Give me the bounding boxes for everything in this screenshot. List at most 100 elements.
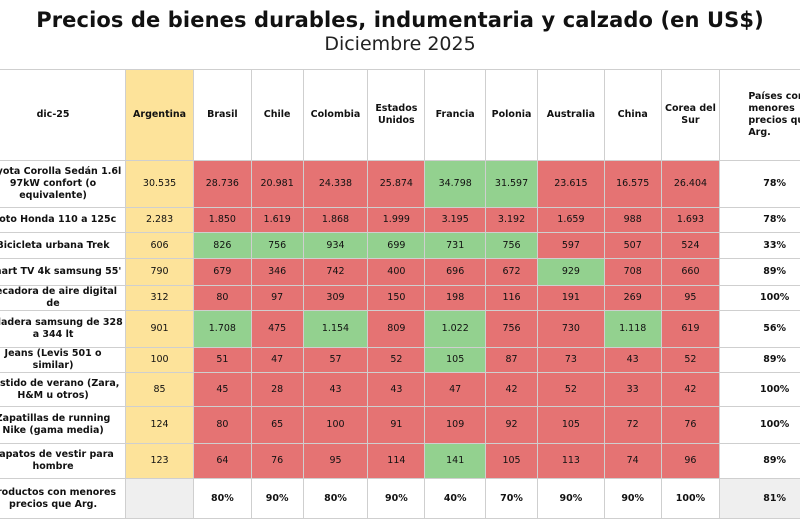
- price-cell: 1.999: [367, 207, 426, 233]
- footer-row: Productos con menores precios que Arg. 8…: [0, 478, 800, 519]
- price-cell: 80: [192, 285, 252, 311]
- table-row: Bicicleta urbana Trek 606 826 756 934 699 731 7…: [0, 232, 800, 259]
- footer-total: 81%: [719, 478, 800, 519]
- price-cell: 92: [485, 406, 538, 444]
- row-label: Zapatillas de running Nike (gama media): [0, 406, 127, 444]
- argentina-price-cell: 312: [125, 285, 194, 311]
- price-cell: 116: [485, 285, 538, 311]
- price-cell: 346: [250, 258, 304, 286]
- price-cell: 74: [603, 443, 662, 479]
- price-cell: 31.597: [485, 160, 538, 208]
- price-cell: 699: [367, 232, 426, 259]
- price-cell: 51: [192, 347, 252, 373]
- row-label: Jeans (Levis 501 o similar): [0, 347, 127, 373]
- footer-pct: 70%: [485, 478, 538, 519]
- price-cell: 3.192: [485, 207, 538, 233]
- footer-pct: 40%: [424, 478, 487, 519]
- price-cell: 400: [367, 258, 426, 286]
- price-cell: 33: [603, 372, 662, 407]
- header-country: Australia: [536, 69, 605, 161]
- price-cell: 929: [536, 258, 605, 286]
- price-cell: 20.981: [250, 160, 304, 208]
- price-table: dic-25 Argentina Brasil Chile Colombia E…: [0, 69, 800, 519]
- page-title: Precios de bienes durables, indumentaria…: [36, 8, 764, 32]
- price-cell: 150: [367, 285, 426, 311]
- header-country: Corea del Sur: [660, 69, 721, 161]
- price-cell: 72: [603, 406, 662, 444]
- header-country: Chile: [250, 69, 304, 161]
- price-cell: 672: [485, 258, 538, 286]
- price-cell: 269: [603, 285, 662, 311]
- price-cell: 80: [192, 406, 252, 444]
- price-cell: 113: [536, 443, 605, 479]
- footer-label: Productos con menores precios que Arg.: [0, 478, 127, 519]
- price-cell: 73: [536, 347, 605, 373]
- row-pct-cell: 100%: [719, 372, 800, 407]
- price-cell: 730: [536, 310, 605, 348]
- row-label: Heladera samsung de 328 a 344 lt: [0, 310, 127, 348]
- argentina-price-cell: 30.535: [125, 160, 194, 208]
- price-cell: 43: [603, 347, 662, 373]
- row-pct-cell: 89%: [719, 258, 800, 286]
- argentina-price-cell: 606: [125, 232, 194, 259]
- price-cell: 507: [603, 232, 662, 259]
- price-cell: 52: [536, 372, 605, 407]
- price-cell: 619: [660, 310, 721, 348]
- price-cell: 1.118: [603, 310, 662, 348]
- price-cell: 660: [660, 258, 721, 286]
- price-cell: 28.736: [192, 160, 252, 208]
- price-cell: 76: [250, 443, 304, 479]
- argentina-price-cell: 124: [125, 406, 194, 444]
- row-label: Smart TV 4k samsung 55': [0, 258, 127, 286]
- price-cell: 76: [660, 406, 721, 444]
- argentina-price-cell: 85: [125, 372, 194, 407]
- price-cell: 28: [250, 372, 304, 407]
- price-cell: 191: [536, 285, 605, 311]
- price-cell: 1.154: [302, 310, 369, 348]
- table-row: Heladera samsung de 328 a 344 lt9011.708…: [0, 310, 800, 348]
- price-cell: 16.575: [603, 160, 662, 208]
- row-pct-cell: 100%: [719, 406, 800, 444]
- price-cell: 475: [250, 310, 304, 348]
- price-cell: 756: [485, 310, 538, 348]
- table-row: Toyota Corolla Sedán 1.6l 97kW confort (…: [0, 160, 800, 208]
- table-row: Zapatos de vestir para hombre 123 64 76 95 11…: [0, 443, 800, 479]
- price-cell: 91: [367, 406, 426, 444]
- price-cell: 52: [660, 347, 721, 373]
- header-corner: dic-25: [0, 69, 127, 161]
- header-country: Argentina: [125, 69, 194, 161]
- table-row: Secadora de aire digital de 312 80 97 309 150…: [0, 285, 800, 311]
- price-cell: 24.338: [302, 160, 369, 208]
- price-cell: 105: [424, 347, 487, 373]
- price-cell: 198: [424, 285, 487, 311]
- price-table-container: dic-25 Argentina Brasil Chile Colombia E…: [0, 69, 800, 519]
- table-row: Moto Honda 110 a 125c 2.283 1.850 1.619 1.86…: [0, 207, 800, 233]
- row-pct-cell: 89%: [719, 347, 800, 373]
- price-cell: 597: [536, 232, 605, 259]
- footer-pct: 80%: [192, 478, 252, 519]
- footer-pct: 80%: [302, 478, 369, 519]
- footer-argentina-cell: [125, 478, 194, 519]
- price-cell: 23.615: [536, 160, 605, 208]
- price-cell: 1.868: [302, 207, 369, 233]
- row-pct-cell: 56%: [719, 310, 800, 348]
- price-cell: 988: [603, 207, 662, 233]
- footer-pct: 90%: [250, 478, 304, 519]
- price-cell: 3.195: [424, 207, 487, 233]
- argentina-price-cell: 901: [125, 310, 194, 348]
- price-cell: 1.708: [192, 310, 252, 348]
- price-cell: 64: [192, 443, 252, 479]
- header-country: Colombia: [302, 69, 369, 161]
- price-cell: 1.659: [536, 207, 605, 233]
- price-cell: 1.022: [424, 310, 487, 348]
- row-pct-cell: 89%: [719, 443, 800, 479]
- footer-pct: 90%: [603, 478, 662, 519]
- footer-pct: 100%: [660, 478, 721, 519]
- price-cell: 756: [250, 232, 304, 259]
- price-cell: 742: [302, 258, 369, 286]
- header-country: Francia: [424, 69, 487, 161]
- price-cell: 43: [367, 372, 426, 407]
- price-cell: 826: [192, 232, 252, 259]
- price-cell: 141: [424, 443, 487, 479]
- price-cell: 65: [250, 406, 304, 444]
